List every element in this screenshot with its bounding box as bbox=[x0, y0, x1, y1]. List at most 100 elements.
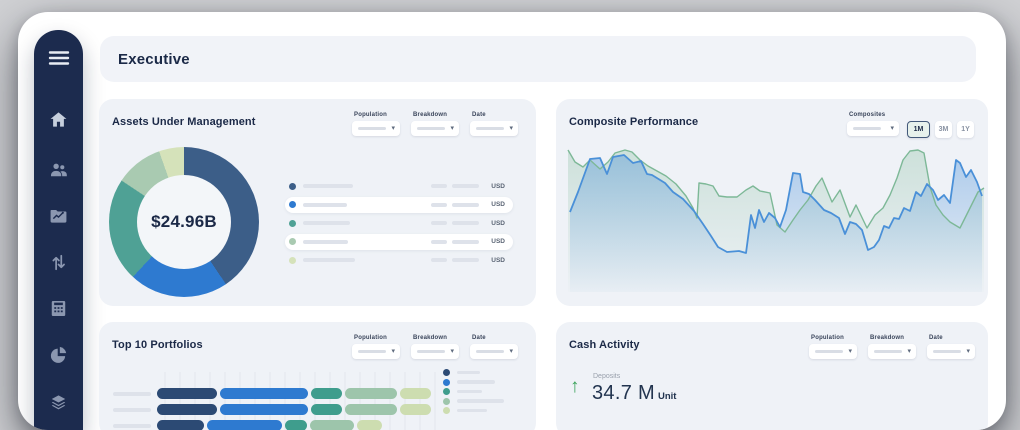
currency-label: USD bbox=[491, 182, 505, 190]
portfolio-bar-row bbox=[99, 404, 536, 415]
cash-card-title: Cash Activity bbox=[569, 339, 640, 351]
currency-label: USD bbox=[491, 256, 505, 264]
deposits-amount: 34.7 M bbox=[592, 382, 655, 404]
portfolios-legend-row bbox=[443, 407, 487, 414]
legend-dot bbox=[443, 388, 450, 395]
portfolios-filters: Population ▾ Breakdown ▾ Date ▾ bbox=[352, 335, 518, 359]
redacted-value bbox=[874, 350, 902, 353]
breakdown-select[interactable]: ▾ bbox=[868, 344, 916, 359]
range-toggle: 1M 3M 1Y bbox=[907, 121, 974, 138]
redacted-value bbox=[431, 202, 447, 207]
transfers-icon[interactable] bbox=[34, 250, 83, 274]
bar-segment bbox=[400, 388, 431, 399]
portfolios-legend-row bbox=[443, 397, 504, 405]
legend-dot bbox=[289, 238, 296, 245]
date-select[interactable]: ▾ bbox=[927, 344, 975, 359]
redacted-value bbox=[431, 221, 447, 225]
composite-chart bbox=[566, 142, 986, 292]
bar-segment bbox=[157, 404, 217, 415]
aum-filters: Population ▾ Breakdown ▾ Date ▾ bbox=[352, 112, 518, 136]
portfolios-card-title: Top 10 Portfolios bbox=[112, 339, 203, 351]
chevron-down-icon: ▾ bbox=[907, 348, 911, 355]
portfolio-bar-row bbox=[99, 388, 536, 399]
bar-segment bbox=[357, 420, 382, 430]
portfolios-legend-row bbox=[443, 369, 480, 376]
portfolio-bar-row bbox=[99, 420, 536, 430]
bar-segment bbox=[311, 404, 342, 415]
population-select[interactable]: ▾ bbox=[809, 344, 857, 359]
range-1m-button[interactable]: 1M bbox=[907, 121, 930, 138]
aum-legend-row: USD bbox=[285, 252, 513, 268]
bar-segment bbox=[311, 388, 342, 399]
bar-segment bbox=[207, 420, 282, 430]
date-select[interactable]: ▾ bbox=[470, 344, 518, 359]
chevron-down-icon: ▾ bbox=[391, 125, 395, 132]
redacted-value bbox=[476, 127, 504, 130]
redacted-name bbox=[457, 408, 487, 413]
portfolios-legend-row bbox=[443, 378, 495, 386]
home-icon[interactable] bbox=[34, 107, 83, 131]
currency-label: USD bbox=[491, 201, 505, 208]
range-3m-button[interactable]: 3M bbox=[935, 121, 952, 138]
redacted-value bbox=[452, 258, 479, 262]
aum-donut-chart: $24.96B bbox=[109, 147, 259, 297]
currency-label: USD bbox=[491, 238, 505, 245]
page-title: Executive bbox=[118, 50, 190, 68]
chevron-down-icon: ▾ bbox=[848, 348, 852, 355]
chevron-down-icon: ▾ bbox=[890, 125, 894, 132]
filter-date: Date ▾ bbox=[470, 335, 518, 359]
bar-segment bbox=[157, 420, 204, 430]
chevron-down-icon: ▾ bbox=[450, 348, 454, 355]
population-select[interactable]: ▾ bbox=[352, 121, 400, 136]
filter-label: Composites bbox=[849, 112, 886, 118]
redacted-value bbox=[452, 202, 479, 207]
filter-label: Breakdown bbox=[413, 112, 448, 118]
portfolios-legend bbox=[443, 369, 533, 419]
redacted-value bbox=[815, 350, 843, 353]
redacted-value bbox=[431, 258, 447, 262]
aum-legend-row: USD bbox=[285, 215, 513, 231]
bar-segment bbox=[345, 404, 397, 415]
app-container: Executive Assets Under Management Popula… bbox=[18, 12, 1006, 430]
breakdown-select[interactable]: ▾ bbox=[411, 121, 459, 136]
hamburger-menu-icon[interactable] bbox=[34, 46, 83, 70]
composite-card-title: Composite Performance bbox=[569, 116, 699, 128]
aum-total-value: $24.96B bbox=[151, 212, 217, 231]
date-select[interactable]: ▾ bbox=[470, 121, 518, 136]
redacted-name bbox=[457, 399, 504, 403]
bar-segment bbox=[220, 404, 308, 415]
composite-filters: Composites ▾ bbox=[847, 112, 899, 136]
aum-legend: USD USD USD USD USD bbox=[285, 178, 513, 271]
composite-card: Composite Performance Composites ▾ 1M 3M 1Y bbox=[556, 99, 988, 306]
donut-hole: $24.96B bbox=[137, 175, 231, 269]
chevron-down-icon: ▾ bbox=[966, 348, 970, 355]
aum-legend-row: USD bbox=[285, 233, 513, 250]
layers-icon[interactable] bbox=[34, 390, 83, 414]
redacted-name bbox=[303, 221, 350, 225]
redacted-name bbox=[113, 407, 151, 412]
population-select[interactable]: ▾ bbox=[352, 344, 400, 359]
bar-segment bbox=[285, 420, 307, 430]
chevron-down-icon: ▾ bbox=[450, 125, 454, 132]
breakdown-select[interactable]: ▾ bbox=[411, 344, 459, 359]
filter-breakdown: Breakdown ▾ bbox=[411, 335, 459, 359]
redacted-name bbox=[303, 239, 348, 244]
calculator-icon[interactable] bbox=[34, 296, 83, 320]
filter-date: Date ▾ bbox=[927, 335, 975, 359]
aum-legend-row: USD bbox=[285, 178, 513, 194]
redacted-value bbox=[476, 350, 504, 353]
bar-segment bbox=[310, 420, 354, 430]
aum-card: Assets Under Management Population ▾ Break… bbox=[99, 99, 536, 306]
chevron-down-icon: ▾ bbox=[509, 125, 513, 132]
redacted-value bbox=[431, 239, 447, 244]
chevron-down-icon: ▾ bbox=[391, 348, 395, 355]
filter-label: Breakdown bbox=[413, 335, 448, 341]
portfolio-chart-icon[interactable] bbox=[34, 203, 83, 227]
users-icon[interactable] bbox=[34, 157, 83, 181]
pie-chart-icon[interactable] bbox=[34, 342, 83, 366]
range-1y-button[interactable]: 1Y bbox=[957, 121, 974, 138]
legend-dot bbox=[443, 397, 450, 405]
redacted-value bbox=[853, 127, 881, 130]
redacted-value bbox=[452, 184, 479, 188]
composites-select[interactable]: ▾ bbox=[847, 121, 899, 136]
